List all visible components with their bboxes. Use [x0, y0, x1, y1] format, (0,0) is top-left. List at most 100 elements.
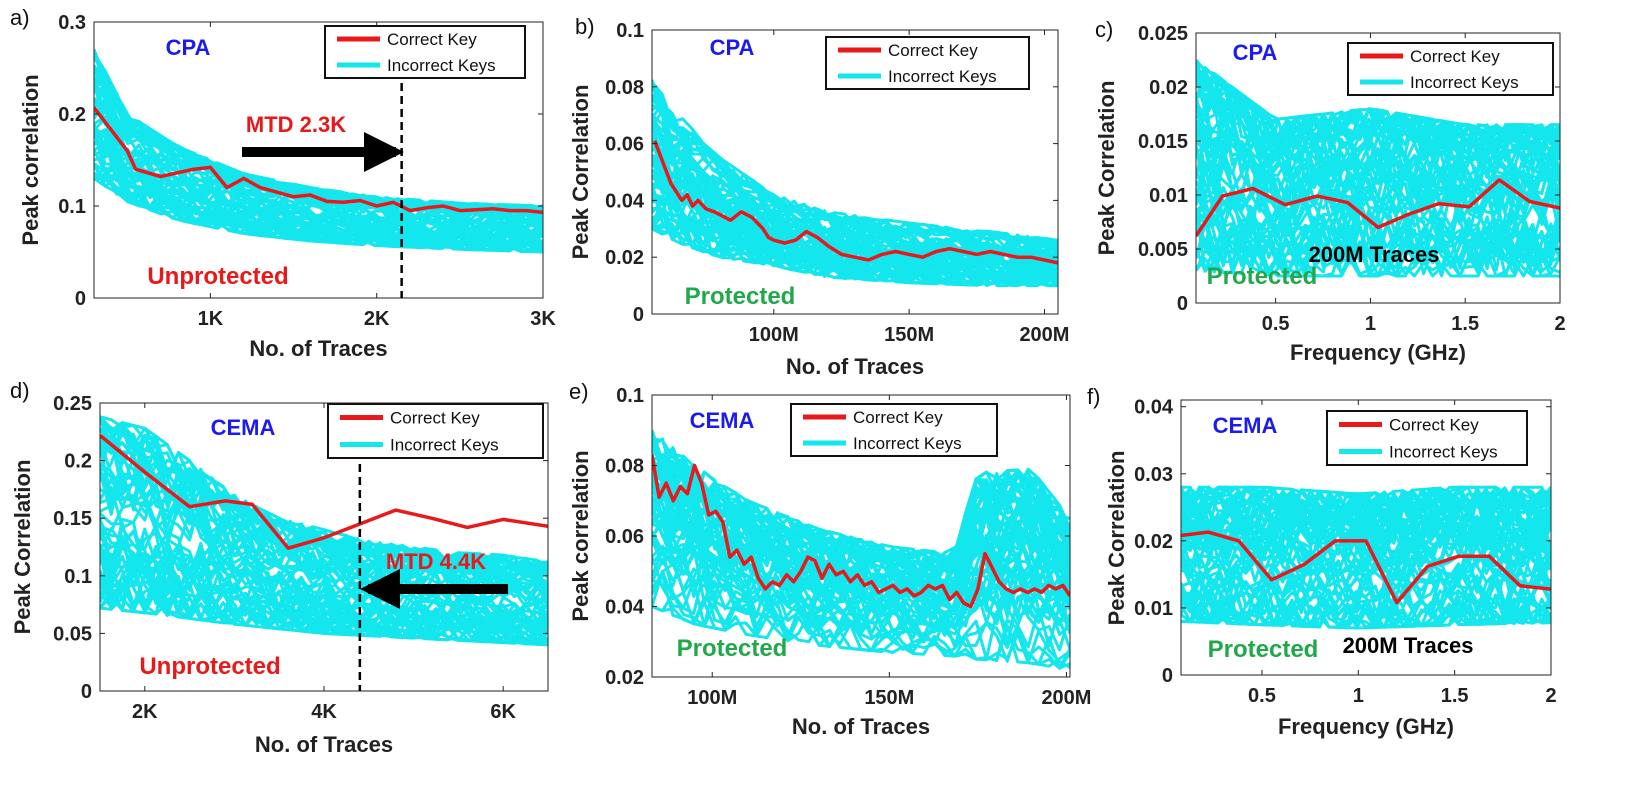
y-tick-label: 0.06: [605, 526, 644, 548]
plot-area: [1181, 485, 1551, 630]
y-tick-label: 0.15: [53, 508, 92, 530]
axes-frame: [1195, 32, 1561, 304]
incorrect-key-trace: [1196, 239, 1560, 278]
legend-correct-key-label: Correct Key: [1389, 416, 1479, 435]
incorrect-key-trace: [100, 530, 548, 625]
x-tick-label: 2: [1554, 313, 1565, 335]
y-tick-label: 0.01: [1134, 598, 1173, 620]
y-tick-label: 0.06: [605, 134, 644, 156]
incorrect-key-trace: [100, 557, 548, 642]
chart-panel-d: 0 0.05 0.1 0.15 0.2 0.25 2K 4K 6K No. of Traces Pe…: [10, 378, 549, 757]
incorrect-key-trace: [652, 533, 1070, 630]
legend-box: [327, 403, 544, 459]
incorrect-key-trace: [652, 102, 1058, 255]
panel-label: d): [10, 378, 30, 403]
legend: Correct Key Incorrect Keys: [324, 25, 526, 79]
correct-key-line: [652, 454, 1070, 609]
x-tick-label: 1: [1365, 313, 1376, 335]
incorrect-key-trace: [652, 552, 1070, 650]
x-axis-label: No. of Traces: [792, 714, 930, 739]
chart-panel-c: 0 0.005 0.01 0.015 0.02 0.025 0.5 1 1.5 2 Frequenc…: [1094, 17, 1566, 365]
y-tick-label: 0.1: [58, 196, 86, 218]
correct-key-line: [100, 433, 548, 550]
x-tick-label: 2K: [364, 308, 390, 330]
incorrect-key-trace: [1196, 92, 1560, 192]
incorrect-key-trace: [100, 426, 548, 579]
y-axis-label: Peak Correlation: [1104, 451, 1129, 626]
x-tick-label: 2K: [132, 701, 158, 723]
legend-correct-key-label: Correct Key: [387, 30, 477, 49]
x-tick-label: 100M: [749, 324, 799, 346]
chart-panel-b: 0 0.02 0.04 0.06 0.08 0.1 100M 150M 200M No. of T…: [568, 14, 1069, 379]
status-label: Protected: [685, 283, 796, 310]
incorrect-key-trace: [652, 601, 1070, 670]
legend: Correct Key Incorrect Keys: [790, 403, 998, 457]
y-axis-label: Peak correlation: [568, 450, 593, 621]
incorrect-key-trace: [1181, 485, 1551, 518]
y-tick-label: 0.04: [605, 597, 645, 619]
y-tick-label: 0.025: [1138, 23, 1188, 45]
incorrect-key-trace: [100, 554, 548, 646]
y-tick-label: 0.02: [605, 247, 644, 269]
legend: Correct Key Incorrect Keys: [327, 403, 544, 459]
y-tick-label: 0.04: [1134, 397, 1174, 419]
plot-area: [652, 79, 1058, 288]
x-tick-label: 1.5: [1451, 313, 1479, 335]
incorrect-key-trace: [652, 206, 1058, 288]
x-tick-label: 100M: [687, 687, 737, 709]
panel-label: c): [1095, 17, 1113, 42]
correct-key-line: [94, 106, 543, 215]
x-tick-label: 1K: [198, 308, 224, 330]
x-tick-label: 0.5: [1248, 685, 1276, 707]
y-tick-label: 0: [1162, 665, 1173, 687]
legend: Correct Key Incorrect Keys: [1326, 410, 1528, 466]
y-tick-label: 0.02: [1134, 531, 1173, 553]
plot-area: [1196, 59, 1560, 278]
method-label: CEMA: [211, 415, 276, 440]
panel-label: f): [1087, 384, 1100, 409]
chart-panel-f: 0 0.01 0.02 0.03 0.04 0.5 1 1.5 2 Frequency (GHz)…: [1087, 384, 1557, 739]
panel-label: b): [575, 14, 595, 39]
x-axis-label: No. of Traces: [249, 336, 387, 361]
incorrect-key-trace: [1181, 592, 1551, 630]
legend: Correct Key Incorrect Keys: [1347, 42, 1554, 96]
axes-frame: [1180, 399, 1552, 676]
legend-incorrect-keys-label: Incorrect Keys: [390, 436, 499, 455]
status-label: Unprotected: [147, 263, 288, 290]
y-tick-label: 0.1: [616, 385, 644, 407]
y-tick-label: 0.04: [605, 190, 645, 212]
chart-panel-a: 0 0.1 0.2 0.3 1K 2K 3K No. of Traces Peak correl…: [10, 5, 556, 361]
y-tick-label: 0: [75, 288, 86, 310]
panel-label: e): [569, 379, 589, 404]
correct-key-line: [1196, 178, 1560, 237]
x-tick-label: 200M: [1041, 687, 1091, 709]
incorrect-key-trace: [652, 135, 1058, 270]
method-label: CEMA: [690, 408, 755, 433]
incorrect-key-trace: [1181, 485, 1551, 518]
incorrect-key-trace: [1181, 566, 1551, 615]
traces-label: 200M Traces: [1309, 242, 1440, 267]
legend-correct-key-label: Correct Key: [390, 409, 480, 428]
legend-box: [324, 25, 526, 79]
y-tick-label: 0: [81, 681, 92, 703]
x-tick-label: 3K: [530, 308, 556, 330]
incorrect-key-trace: [1181, 527, 1551, 577]
y-tick-label: 0.05: [53, 623, 92, 645]
incorrect-key-trace: [652, 520, 1070, 630]
status-label: Unprotected: [139, 653, 280, 680]
y-tick-label: 0.25: [53, 393, 92, 415]
legend-incorrect-keys-label: Incorrect Keys: [1389, 443, 1498, 462]
status-label: Protected: [1207, 263, 1318, 290]
legend-incorrect-keys-label: Incorrect Keys: [888, 67, 997, 86]
y-tick-label: 0.2: [58, 104, 86, 126]
y-tick-label: 0.015: [1138, 131, 1188, 153]
y-axis-label: Peak Correlation: [568, 85, 593, 260]
x-tick-label: 6K: [490, 701, 516, 723]
incorrect-key-trace: [652, 209, 1058, 287]
legend-correct-key-label: Correct Key: [1410, 47, 1500, 66]
method-label: CPA: [166, 35, 211, 60]
x-axis-label: Frequency (GHz): [1290, 340, 1466, 365]
plot-area: [652, 429, 1070, 670]
y-tick-label: 0: [1177, 293, 1188, 315]
